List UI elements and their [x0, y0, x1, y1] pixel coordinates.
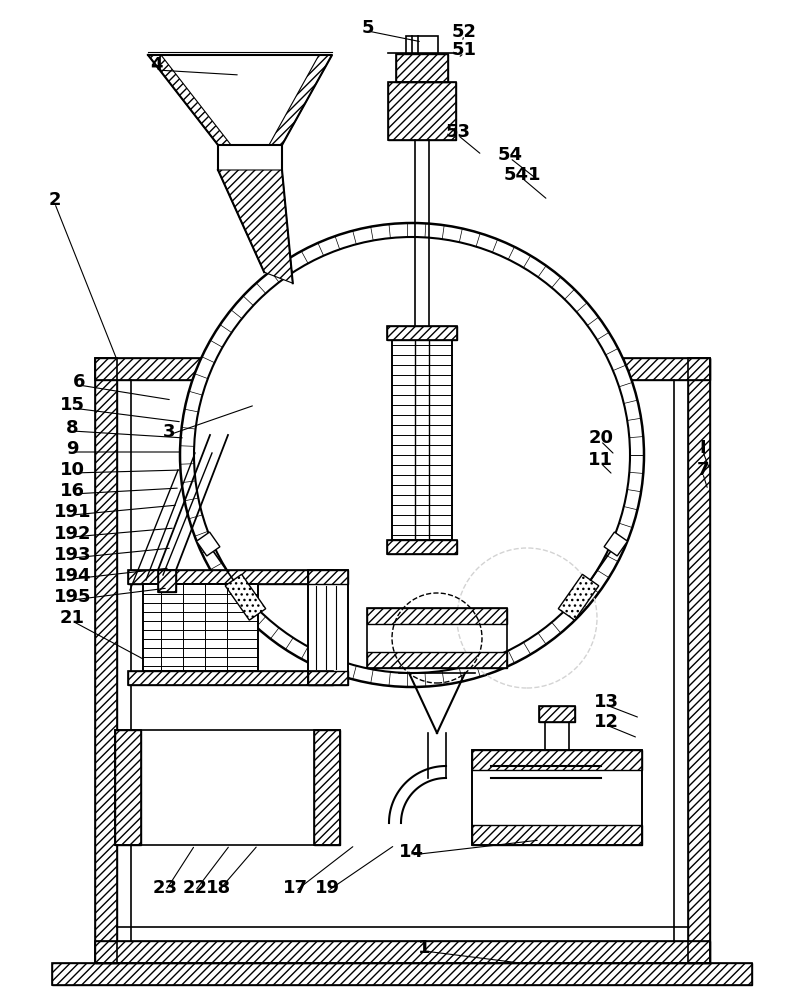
Bar [395, 54, 448, 82]
Text: 194: 194 [54, 567, 91, 585]
Bar [95, 941, 709, 963]
Bar [472, 750, 642, 770]
Text: 12: 12 [593, 713, 618, 731]
Text: 54: 54 [496, 146, 522, 164]
Text: 18: 18 [205, 879, 231, 897]
Text: 52: 52 [451, 23, 476, 41]
Bar [95, 358, 280, 380]
Bar [128, 671, 333, 685]
Bar [472, 825, 642, 845]
Text: 5: 5 [361, 19, 374, 37]
Circle shape [180, 223, 643, 687]
Bar [538, 706, 574, 722]
Bar [395, 54, 448, 82]
Polygon shape [225, 574, 265, 620]
Bar [367, 608, 506, 624]
Bar [115, 730, 141, 845]
Polygon shape [217, 170, 293, 283]
Text: 14: 14 [398, 843, 423, 861]
Text: 8: 8 [66, 419, 79, 437]
Bar [128, 570, 333, 584]
Bar [387, 540, 456, 554]
Bar [539, 358, 709, 380]
Polygon shape [557, 574, 598, 620]
Polygon shape [196, 532, 220, 556]
Text: 4: 4 [150, 56, 163, 74]
Bar [687, 358, 709, 963]
Bar [95, 358, 280, 380]
Bar [367, 608, 506, 668]
Text: 17: 17 [282, 879, 308, 897]
Text: 2: 2 [48, 191, 61, 209]
Bar [158, 570, 176, 592]
Bar [52, 963, 751, 985]
Text: 15: 15 [59, 396, 85, 414]
Bar [115, 730, 141, 845]
Bar [308, 570, 347, 584]
Text: 192: 192 [54, 525, 91, 543]
Text: 22: 22 [182, 879, 208, 897]
Bar [387, 82, 456, 140]
Text: 3: 3 [162, 423, 175, 441]
Bar [128, 671, 333, 685]
Bar [95, 941, 709, 963]
Text: 195: 195 [54, 588, 91, 606]
Bar [391, 340, 452, 540]
Text: 191: 191 [54, 503, 91, 521]
Polygon shape [148, 55, 231, 145]
Polygon shape [603, 532, 626, 556]
Bar [391, 340, 452, 540]
Text: 53: 53 [444, 123, 470, 141]
Bar [538, 706, 574, 722]
Bar [143, 584, 257, 671]
Text: 10: 10 [59, 461, 85, 479]
Text: 11: 11 [587, 451, 613, 469]
Text: 541: 541 [503, 166, 540, 184]
Bar [95, 358, 117, 963]
Bar [314, 730, 339, 845]
Text: 9: 9 [66, 440, 79, 458]
Bar [95, 358, 117, 963]
Text: 21: 21 [59, 609, 85, 627]
Bar [314, 730, 339, 845]
Bar [406, 36, 437, 54]
Text: 20: 20 [587, 429, 613, 447]
Bar [387, 82, 456, 140]
Bar [387, 326, 456, 340]
Bar [158, 570, 176, 592]
Bar [387, 326, 456, 340]
Bar [308, 570, 347, 685]
Bar [308, 570, 347, 685]
Bar [472, 750, 642, 845]
Polygon shape [269, 55, 331, 145]
Text: 51: 51 [451, 41, 476, 59]
Text: 19: 19 [314, 879, 340, 897]
Text: 23: 23 [152, 879, 178, 897]
Bar [687, 358, 709, 963]
Bar [115, 730, 339, 845]
Bar [52, 963, 751, 985]
Bar [308, 671, 347, 685]
Bar [143, 584, 257, 671]
Text: I: I [699, 439, 705, 457]
Text: 7: 7 [695, 461, 708, 479]
Text: 1: 1 [417, 939, 430, 957]
Text: 6: 6 [72, 373, 85, 391]
Bar [472, 750, 642, 845]
Text: 193: 193 [54, 546, 91, 564]
Bar [387, 540, 456, 554]
Bar [539, 358, 709, 380]
Bar [128, 570, 333, 584]
Text: 13: 13 [593, 693, 618, 711]
Text: 16: 16 [59, 482, 85, 500]
Polygon shape [148, 55, 331, 145]
Bar [367, 652, 506, 668]
